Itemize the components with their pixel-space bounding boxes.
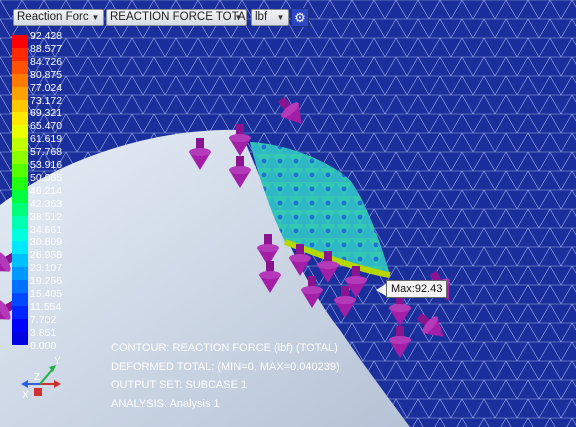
legend-swatch [12,228,28,242]
legend-value: 7.702 [30,313,57,326]
contour-info: CONTOUR: REACTION FORCE (lbf) (TOTAL) [111,342,338,354]
legend-value: 30.809 [30,236,63,249]
legend-swatch [12,112,28,126]
legend-value: 23.107 [30,262,63,275]
triad-y-label: Y [54,356,61,367]
legend-value: 53.916 [30,159,63,171]
part-body [0,129,410,427]
legend-swatch [12,47,28,62]
legend-swatch [12,202,28,217]
legend-value: 46.214 [30,184,63,197]
legend-value: 38.512 [30,210,63,223]
legend-value: 69.321 [30,107,63,120]
legend-value: 80.875 [30,68,63,81]
legend-swatch [12,60,28,75]
legend-value: 26.958 [30,249,63,262]
legend-value: 34.661 [30,223,63,236]
analysis-info: ANALYSIS: Analysis 1 [111,397,220,410]
result-component-value: REACTION FORCE TOTAL [110,11,247,23]
legend-value: 77.024 [30,81,63,94]
deformed-info: DEFORMED TOTAL: (MIN=0, MAX=0.040239) [111,360,340,373]
max-value-label: Max:92.43 [386,280,448,298]
legend-value: 57.768 [30,146,63,159]
triad-x-label: X [22,390,29,401]
legend-value: 61.619 [30,133,63,146]
triad-z-label: Z [34,372,40,383]
legend-swatch [12,99,28,113]
legend-value: 73.172 [30,94,63,107]
legend-swatch [12,318,28,333]
output-set-info: OUTPUT SET: SUBCASE 1 [111,379,248,391]
legend-value: 50.065 [30,171,63,184]
legend-swatch [12,215,28,229]
result-component-select[interactable]: REACTION FORCE TOTAL ▼ [106,9,247,26]
contour-region [250,142,390,275]
legend-value: 92.428 [30,30,63,42]
legend-value: 65.470 [30,120,63,133]
legend-swatch [12,293,28,307]
legend-swatch [12,176,28,191]
legend-value: 15.405 [30,288,63,300]
legend-swatch [12,151,28,165]
legend-swatch [12,73,28,88]
units-select[interactable]: lbf ▼ [251,9,289,26]
legend-swatch [12,138,28,152]
legend-swatch [12,331,28,346]
legend-swatch [12,125,28,139]
units-value: lbf [255,11,268,23]
gear-icon: ⚙ [294,10,306,25]
legend-value: 42.363 [30,197,63,210]
chevron-down-icon: ▼ [234,13,243,22]
settings-button[interactable]: ⚙ [291,8,309,27]
legend-swatch [12,241,28,255]
legend-swatch [12,35,28,49]
legend-swatch [12,254,28,268]
max-label-pointer [376,284,386,296]
legend-value: 19.256 [30,275,63,288]
legend-swatch [12,164,28,178]
chevron-down-icon: ▼ [276,13,285,22]
legend-value: 11.554 [30,300,62,313]
legend-swatch [12,86,28,100]
legend-value: 84.726 [30,55,63,68]
result-type-select[interactable]: Reaction Forc ▼ [13,9,104,26]
result-info: CONTOUR: REACTION FORCE (lbf) (TOTAL) DE… [111,339,340,413]
result-type-value: Reaction Forc [17,11,89,23]
legend-swatch [12,267,28,281]
legend-swatch [12,189,28,204]
legend-swatch [12,305,28,320]
color-legend: 92.428 88.577 84.726 80.875 77.024 73.172 69.3… [0,30,80,352]
chevron-down-icon: ▼ [91,13,100,22]
legend-value: 0.000 [30,339,57,352]
axis-triad: Z Y X [21,356,61,401]
legend-value: 3.851 [30,326,57,339]
legend-value: 88.577 [30,42,63,55]
legend-swatch [12,280,28,294]
